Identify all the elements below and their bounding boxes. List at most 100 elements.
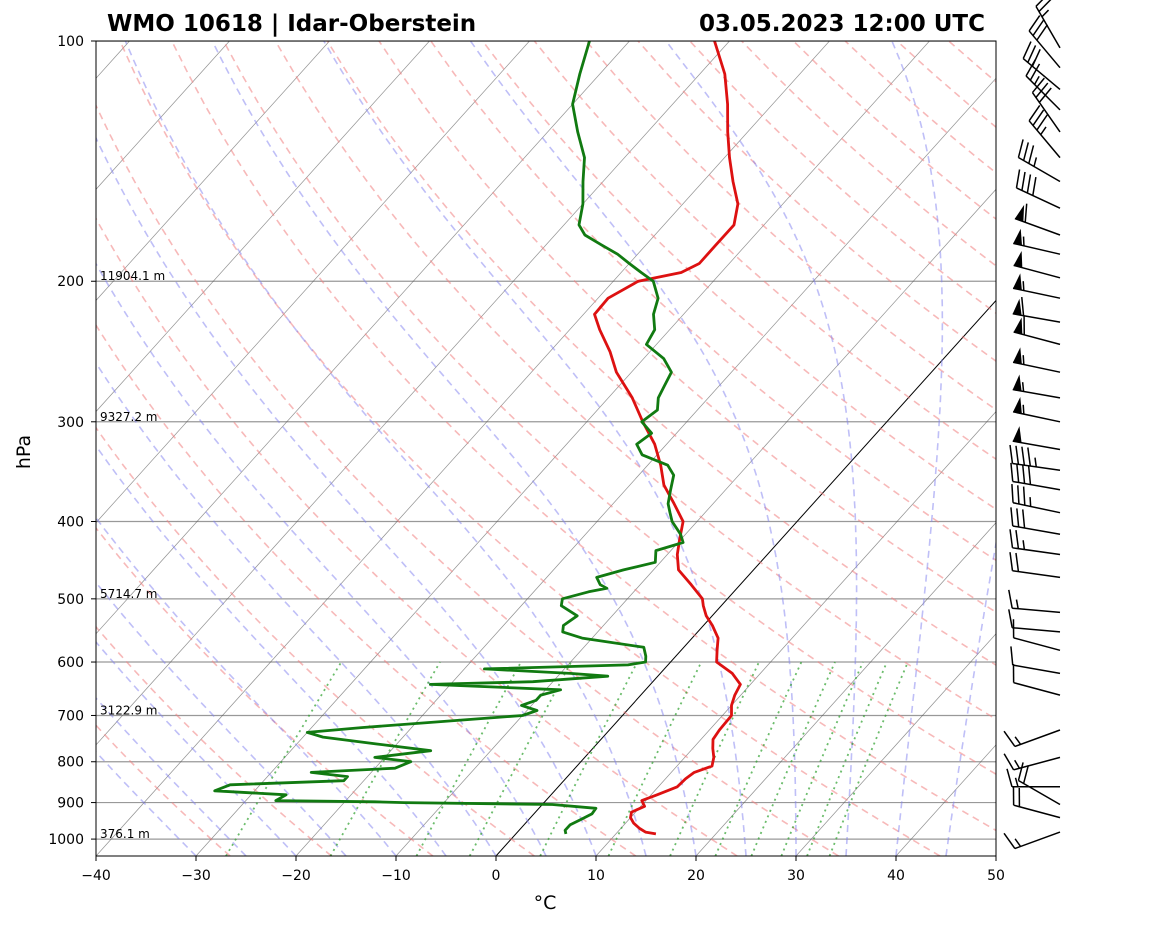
x-tick-label: 50 <box>987 868 1005 884</box>
x-tick-label: 10 <box>587 868 605 884</box>
wind-barb-full <box>1035 82 1049 98</box>
isotherm-line <box>795 633 996 856</box>
wind-barb-full <box>1036 24 1049 41</box>
wind-barb-half <box>1022 540 1026 550</box>
x-tick-label: 30 <box>787 868 805 884</box>
wind-barb-pennant <box>1014 204 1025 222</box>
dry-adiabat-line <box>430 41 996 562</box>
wind-barb-staff <box>1012 411 1061 423</box>
wind-barb-half <box>1041 9 1050 18</box>
dry-adiabat-line <box>533 41 996 461</box>
wind-barb <box>1012 347 1061 373</box>
wind-barb-full <box>1022 486 1026 506</box>
wind-barb <box>1003 831 1061 850</box>
y-tick-label: 1000 <box>48 832 84 848</box>
wind-barb <box>1012 297 1061 323</box>
wind-barb-staff <box>1012 313 1061 323</box>
isotherm-line <box>96 41 730 746</box>
wind-barb-full <box>1009 529 1014 548</box>
mixing-ratio-line <box>780 661 864 856</box>
mixing-ratio-line <box>750 661 836 856</box>
wind-barb-staff <box>1028 30 1061 69</box>
height-label: 3122.9 m <box>100 703 158 717</box>
wind-barb-full <box>1008 589 1013 609</box>
dry-adiabat-line <box>96 625 333 856</box>
wind-barb-pennant <box>1012 298 1022 316</box>
wind-barb-full <box>1028 15 1041 32</box>
wind-barb-full <box>1003 730 1016 747</box>
wind-barb-staff <box>1014 831 1061 850</box>
wind-barb-full <box>1011 484 1014 503</box>
y-tick-label: 100 <box>57 34 84 50</box>
dry-adiabat-line <box>689 41 996 315</box>
wind-barb-pennant <box>1013 317 1023 335</box>
wind-barb-full <box>1038 0 1053 13</box>
isotherm-line <box>96 41 330 301</box>
wind-barb <box>1003 729 1061 748</box>
wind-barb <box>1010 462 1061 491</box>
moist-adiabat-line <box>96 262 547 856</box>
x-tick-label: −30 <box>181 868 211 884</box>
wind-barb-full <box>1035 0 1050 7</box>
y-tick-label: 700 <box>57 708 84 724</box>
mixing-ratio-line <box>607 661 703 856</box>
wind-barb-half <box>1022 236 1025 246</box>
wind-barb-pennant <box>1013 228 1022 246</box>
moist-adiabat-line <box>469 41 797 856</box>
wind-barb <box>1012 663 1061 696</box>
wind-barb <box>1013 228 1061 255</box>
wind-barb-pennant <box>1013 273 1022 291</box>
wind-barb-half <box>1040 126 1047 136</box>
moist-adiabat-line <box>96 136 597 856</box>
wind-barb-staff <box>1031 92 1061 133</box>
wind-barb-full <box>1027 465 1032 485</box>
dry-adiabat-line <box>96 426 535 856</box>
wind-barb-staff <box>1035 5 1061 49</box>
wind-barb-pennant <box>1013 347 1022 365</box>
wind-barb <box>1028 105 1061 159</box>
wind-barb-half <box>1029 497 1032 507</box>
wind-barb-staff <box>1012 480 1061 491</box>
isotherm-line <box>295 77 996 856</box>
plot-traces <box>213 41 742 836</box>
wind-barb-pennant <box>1013 397 1022 414</box>
wind-barb-full <box>1017 762 1024 781</box>
wind-barb-half <box>1033 157 1038 167</box>
dry-adiabat-line <box>119 41 941 856</box>
y-tick-label: 500 <box>57 592 84 608</box>
mixing-ratio-line <box>714 661 803 856</box>
wind-barb-staff <box>1016 187 1061 209</box>
wind-barb-full <box>1022 464 1026 484</box>
wind-barb-full <box>1016 508 1020 528</box>
wind-barb-staff <box>1018 156 1061 183</box>
wind-barb-staff <box>1012 525 1061 536</box>
wind-barb-staff <box>1013 242 1061 255</box>
wind-barb <box>1003 753 1061 771</box>
wind-barb <box>1022 41 1061 90</box>
dry-adiabat-line <box>274 41 996 721</box>
isotherm-line <box>695 522 996 856</box>
wind-barb <box>1009 552 1061 579</box>
isotherm-line <box>96 41 530 524</box>
wind-barb-staff <box>1013 756 1061 771</box>
dry-adiabat-line <box>844 41 996 174</box>
wind-barb <box>1025 59 1061 111</box>
moist-adiabat-line <box>891 41 944 856</box>
wind-barb-staff <box>1013 637 1061 652</box>
wind-barb-staff <box>1013 804 1061 819</box>
moist-adiabat-line <box>96 361 497 856</box>
moist-adiabat-line <box>665 41 858 856</box>
isotherm-line <box>595 411 996 856</box>
wind-barb <box>1012 397 1061 423</box>
wind-barb-full <box>1009 552 1014 571</box>
wind-barb-staff <box>1012 361 1061 373</box>
chart-title-station: WMO 10618 | Idar-Oberstein <box>107 11 476 37</box>
wind-barb-full <box>1017 485 1020 505</box>
wind-barb-full <box>1028 105 1041 122</box>
wind-barb <box>1009 444 1061 471</box>
wind-barb-full <box>1031 48 1041 67</box>
dry-adiabat-line <box>585 41 996 411</box>
dry-adiabat-line <box>96 103 840 856</box>
dry-adiabat-line <box>792 41 996 221</box>
wind-barb-full <box>1015 445 1020 465</box>
